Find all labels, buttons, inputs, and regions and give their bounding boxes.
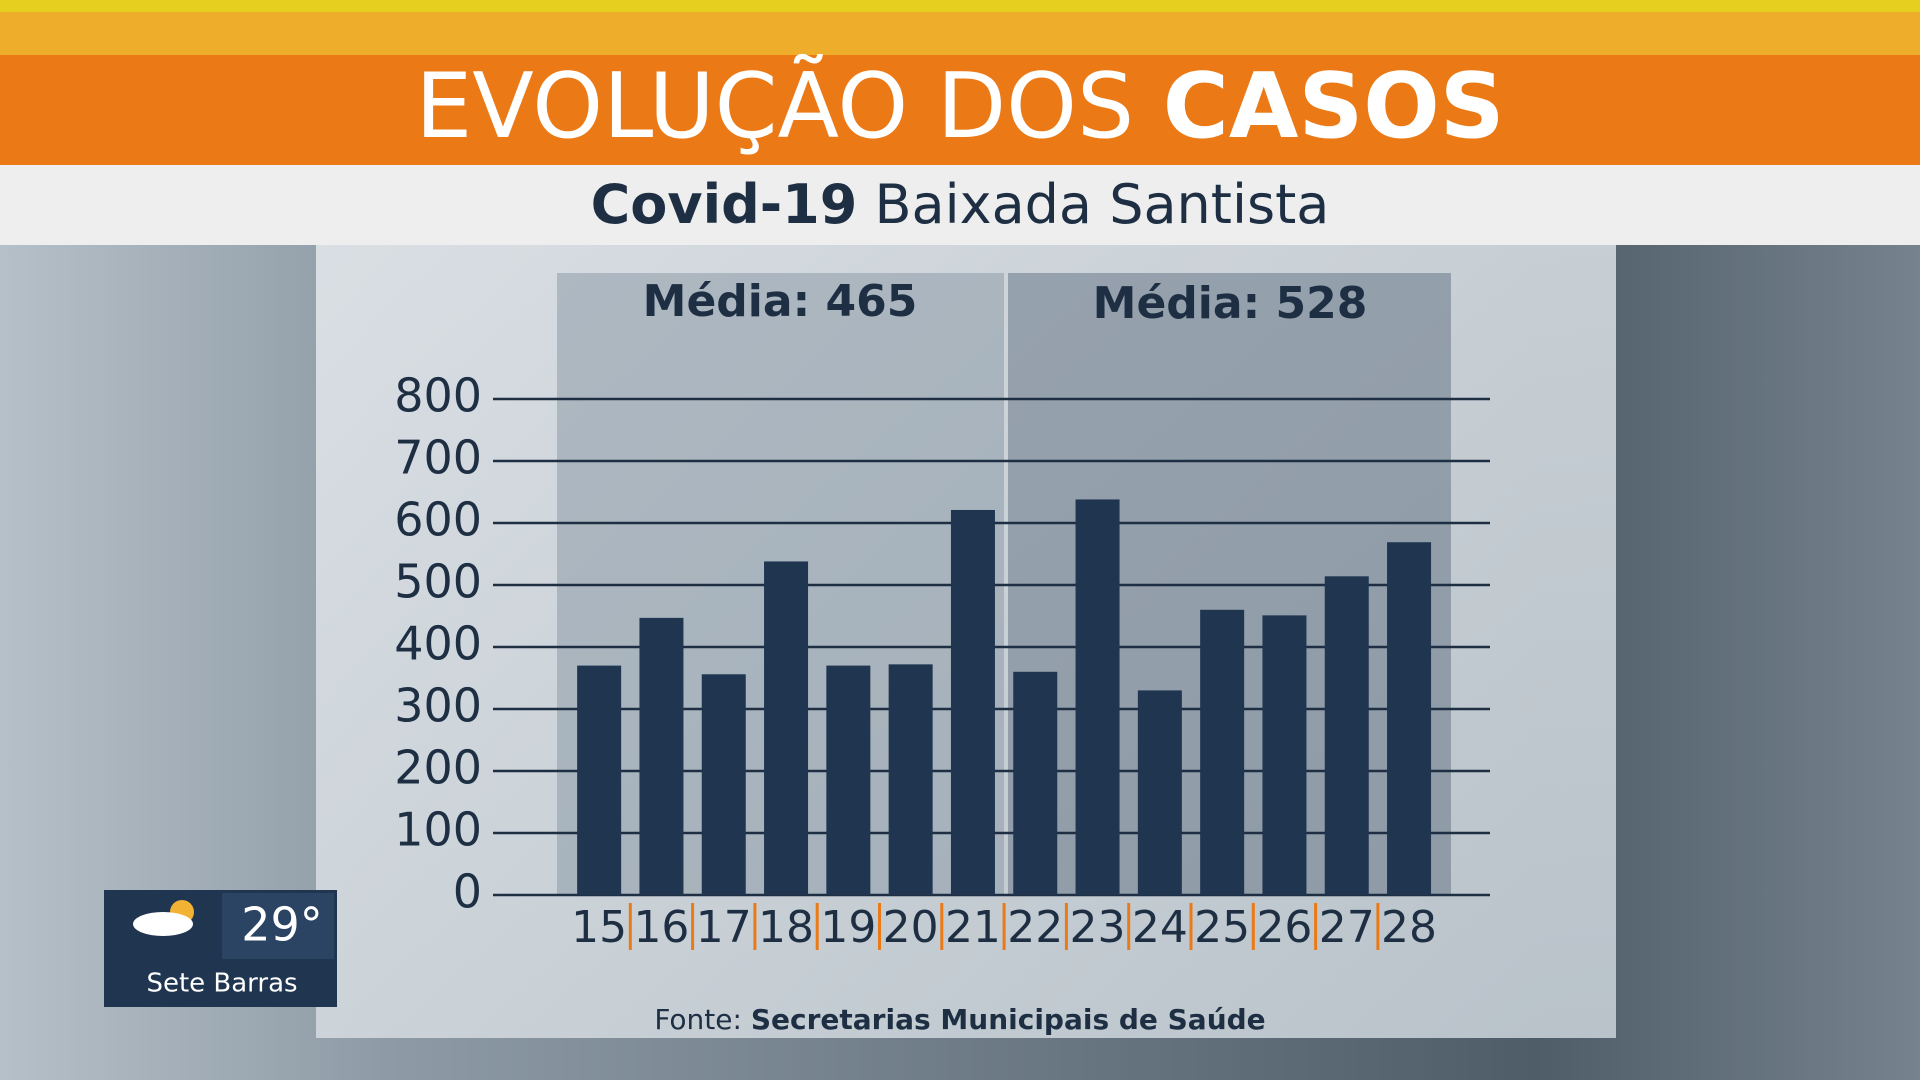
bar (764, 561, 809, 895)
subtitle-bold: Covid-19 (591, 173, 858, 236)
top-stripe (0, 0, 1920, 12)
bar (701, 674, 746, 895)
x-tick-label: 22 (1007, 902, 1063, 953)
x-tick-label: 17 (696, 902, 752, 953)
bar (950, 509, 995, 895)
title-bold: CASOS (1163, 54, 1505, 159)
subtitle-regular: Baixada Santista (874, 173, 1329, 236)
title-bar (0, 55, 1920, 165)
subtitle: Covid-19 Baixada Santista (591, 173, 1330, 236)
annotation: Média: 528 (1093, 278, 1368, 329)
x-tick-label: 21 (945, 902, 1001, 953)
source: Fonte: Secretarias Municipais de Saúde (654, 1003, 1265, 1036)
location: Sete Barras (146, 969, 297, 999)
x-tick-label: 23 (1070, 902, 1126, 953)
x-tick-label: 18 (758, 902, 814, 953)
annotation: Média: 465 (643, 276, 918, 327)
weather-temp-box (222, 893, 334, 959)
title-regular: EVOLUÇÃO DOS (415, 53, 1134, 159)
bar (888, 664, 933, 895)
source-label: Fonte: (654, 1003, 742, 1036)
bar (639, 617, 684, 895)
bar (1075, 499, 1120, 895)
x-tick-label: 25 (1194, 902, 1250, 953)
y-tick-label: 600 (394, 493, 482, 547)
y-tick-label: 500 (394, 555, 482, 609)
bar (1262, 615, 1307, 895)
x-tick-label: 15 (571, 902, 627, 953)
x-tick-label: 20 (883, 902, 939, 953)
y-tick-label: 200 (394, 741, 482, 795)
x-tick-label: 28 (1381, 902, 1437, 953)
y-tick-label: 0 (453, 865, 482, 919)
x-tick-label: 24 (1132, 902, 1188, 953)
bar (1200, 609, 1245, 895)
title: EVOLUÇÃO DOS CASOS (415, 53, 1504, 159)
source-text: Secretarias Municipais de Saúde (751, 1003, 1266, 1036)
header-band (0, 12, 1920, 55)
y-tick-label: 800 (394, 369, 482, 423)
cloud-icon (133, 912, 193, 936)
y-tick-label: 300 (394, 679, 482, 733)
bar (1324, 576, 1369, 895)
x-tick-label: 19 (820, 902, 876, 953)
bar (1387, 542, 1432, 895)
subtitle-bar (0, 165, 1920, 245)
x-tick-label: 27 (1319, 902, 1375, 953)
y-tick-label: 100 (394, 803, 482, 857)
x-tick-label: 16 (633, 902, 689, 953)
y-tick-label: 400 (394, 617, 482, 671)
x-tick-label: 26 (1256, 902, 1312, 953)
bar (826, 665, 871, 895)
bar (577, 665, 622, 895)
bar (1137, 690, 1182, 895)
temperature: 29° (241, 898, 323, 952)
y-tick-label: 700 (394, 431, 482, 485)
bar (1013, 671, 1058, 895)
